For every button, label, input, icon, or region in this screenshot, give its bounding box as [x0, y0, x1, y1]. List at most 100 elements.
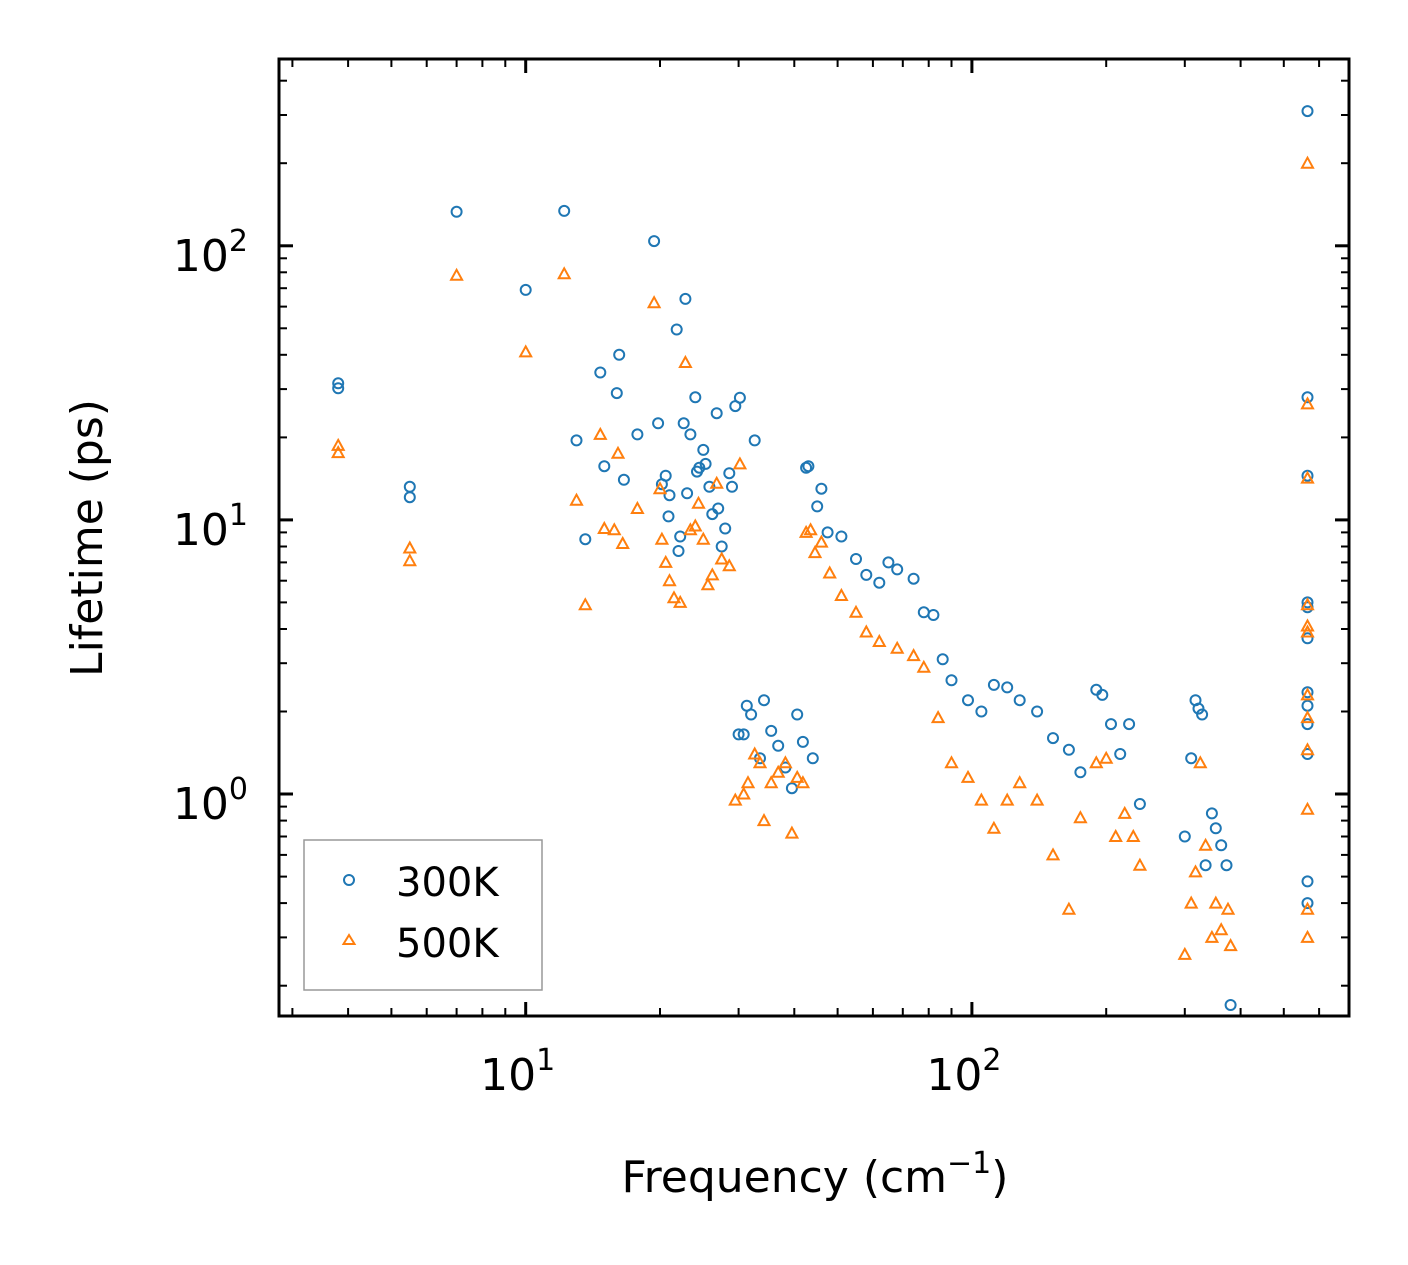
point-300k — [1133, 798, 1146, 810]
point-500k — [790, 769, 805, 783]
y-tick-label: 100 — [173, 772, 248, 830]
point-500k — [331, 445, 346, 459]
point-500k — [732, 456, 748, 470]
point-500k — [1300, 597, 1315, 611]
point-500k — [678, 354, 693, 368]
point-300k — [719, 522, 732, 535]
point-500k — [784, 825, 800, 839]
point-500k — [1117, 805, 1132, 819]
point-300k — [679, 292, 692, 305]
point-300k — [662, 510, 675, 523]
point-500k — [872, 633, 887, 647]
point-500k — [1300, 470, 1315, 484]
point-300k — [1301, 718, 1314, 731]
point-500k — [666, 590, 682, 604]
point-500k — [700, 577, 716, 591]
point-500k — [807, 545, 823, 559]
point-500k — [1126, 828, 1141, 842]
point-300k — [670, 323, 683, 336]
point-500k — [597, 520, 612, 534]
point-500k — [1300, 801, 1315, 815]
point-300k — [772, 739, 785, 752]
point-300k — [891, 563, 904, 576]
point-500k — [593, 426, 608, 440]
point-500k — [714, 551, 729, 565]
legend-marker-300k — [343, 874, 355, 886]
point-500k — [691, 495, 706, 509]
point-500k — [974, 792, 989, 806]
point-500k — [986, 820, 1002, 834]
scatter-points-layer — [331, 105, 1315, 1011]
point-500k — [1300, 396, 1315, 410]
point-300k — [860, 568, 873, 581]
point-300k — [873, 576, 886, 589]
x-axis-label: Frequency (cm−1) — [622, 1146, 1009, 1203]
point-500k — [615, 535, 630, 549]
y-axis-label: Lifetime (ps) — [62, 399, 113, 677]
point-500k — [1300, 929, 1315, 943]
point-500k — [1223, 938, 1238, 952]
point-300k — [802, 460, 815, 473]
point-300k — [1301, 897, 1314, 910]
point-500k — [1177, 946, 1192, 960]
point-500k — [795, 775, 811, 789]
point-500k — [662, 573, 677, 587]
point-300k — [1224, 999, 1237, 1011]
point-500k — [740, 775, 756, 789]
point-500k — [646, 295, 662, 309]
point-500k — [1099, 750, 1114, 764]
point-300k — [1074, 766, 1087, 779]
point-500k — [610, 445, 626, 459]
point-300k — [1301, 391, 1314, 404]
point-500k — [683, 522, 698, 536]
point-300k — [835, 530, 848, 543]
point-500k — [1089, 755, 1104, 769]
point-300k — [1062, 743, 1075, 756]
point-500k — [1214, 922, 1229, 936]
point-500k — [736, 786, 751, 800]
point-500k — [578, 597, 593, 611]
point-500k — [1300, 742, 1315, 756]
point-300k — [1301, 686, 1314, 699]
point-500k — [1045, 847, 1061, 861]
point-500k — [1300, 901, 1315, 915]
point-300k — [945, 674, 958, 687]
point-500k — [728, 792, 743, 806]
point-500k — [402, 553, 417, 567]
point-300k — [882, 556, 895, 569]
point-300k — [936, 653, 949, 666]
point-300k — [610, 387, 623, 400]
point-500k — [1108, 828, 1123, 842]
point-500k — [944, 755, 959, 769]
point-500k — [764, 775, 779, 789]
point-300k — [710, 407, 723, 420]
point-300k — [758, 694, 770, 707]
point-500k — [518, 344, 533, 358]
point-500k — [722, 558, 737, 572]
point-300k — [450, 205, 463, 218]
legend-label-500k: 500K — [396, 921, 500, 967]
point-500k — [696, 531, 711, 545]
legend: 300K 500K — [303, 839, 543, 991]
point-500k — [916, 659, 931, 673]
point-300k — [672, 545, 685, 557]
point-300k — [689, 391, 702, 404]
point-500k — [1000, 792, 1015, 806]
point-500k — [1184, 895, 1199, 909]
point-500k — [1029, 792, 1045, 806]
point-300k — [1196, 708, 1209, 721]
point-500k — [654, 531, 670, 545]
point-300k — [800, 461, 813, 474]
point-500k — [1208, 895, 1223, 909]
point-500k — [1061, 901, 1077, 915]
point-500k — [1073, 810, 1088, 824]
point-500k — [960, 769, 976, 783]
point-300k — [648, 235, 661, 248]
point-300k — [598, 460, 611, 473]
point-300k — [791, 708, 804, 721]
point-500k — [630, 500, 645, 514]
point-500k — [848, 604, 864, 618]
point-500k — [709, 475, 724, 489]
legend-label-300k: 300K — [396, 860, 500, 906]
